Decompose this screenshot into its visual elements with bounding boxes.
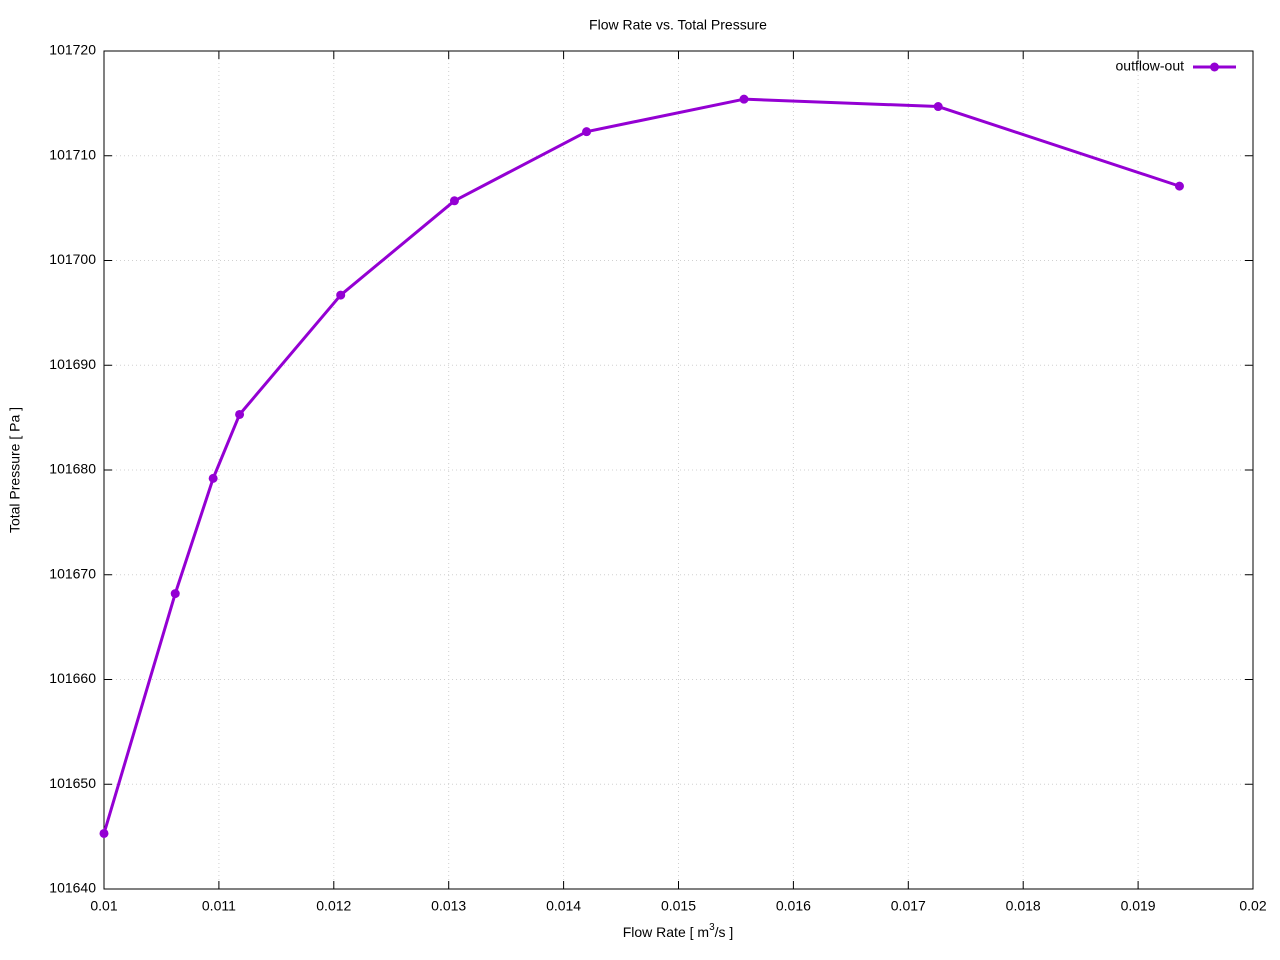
y-axis-label: Total Pressure [ Pa ] [7,407,23,533]
series-line [102,97,1180,834]
data-point [582,127,592,137]
x-tick-label: 0.012 [316,898,351,914]
legend-label: outflow-out [1116,58,1185,74]
x-label-part: /s ] [715,924,734,940]
y-tick-label: 101640 [49,880,96,896]
x-tick-label: 0.011 [202,898,236,914]
y-tick-label: 101700 [49,251,96,267]
y-tick-label: 101650 [49,775,96,791]
x-tick-label: 0.016 [776,898,811,914]
x-tick-label: 0.02 [1239,898,1266,914]
x-tick-label: 0.019 [1121,898,1156,914]
y-tick-label: 101710 [49,146,96,162]
y-tick-label: 101660 [49,670,96,686]
x-tick-label: 0.013 [431,898,466,914]
x-tick-label: 0.01 [90,898,117,914]
data-point [449,196,459,206]
data-point [170,589,180,599]
data-point [1174,181,1184,191]
x-tick-label: 0.017 [891,898,926,914]
x-tick-label: 0.015 [661,898,696,914]
y-tick-label: 101680 [49,461,96,477]
data-point [99,828,109,838]
data-point [933,102,943,112]
data-point [208,473,218,483]
x-tick-label: 0.018 [1006,898,1041,914]
y-tick-label: 101670 [49,565,96,581]
x-label-part: Flow Rate [ m [623,924,709,940]
legend-marker [1210,62,1219,72]
chart-title: Flow Rate vs. Total Pressure [589,17,767,33]
data-point [235,409,245,419]
x-axis-label: Flow Rate [ m3/s ] [623,922,734,940]
x-label-superscript: 3 [709,922,715,933]
data-point [739,94,749,104]
y-tick-label: 101690 [49,356,96,372]
data-point [336,290,346,300]
x-tick-label: 0.014 [546,898,581,914]
y-tick-label: 101720 [49,42,96,58]
